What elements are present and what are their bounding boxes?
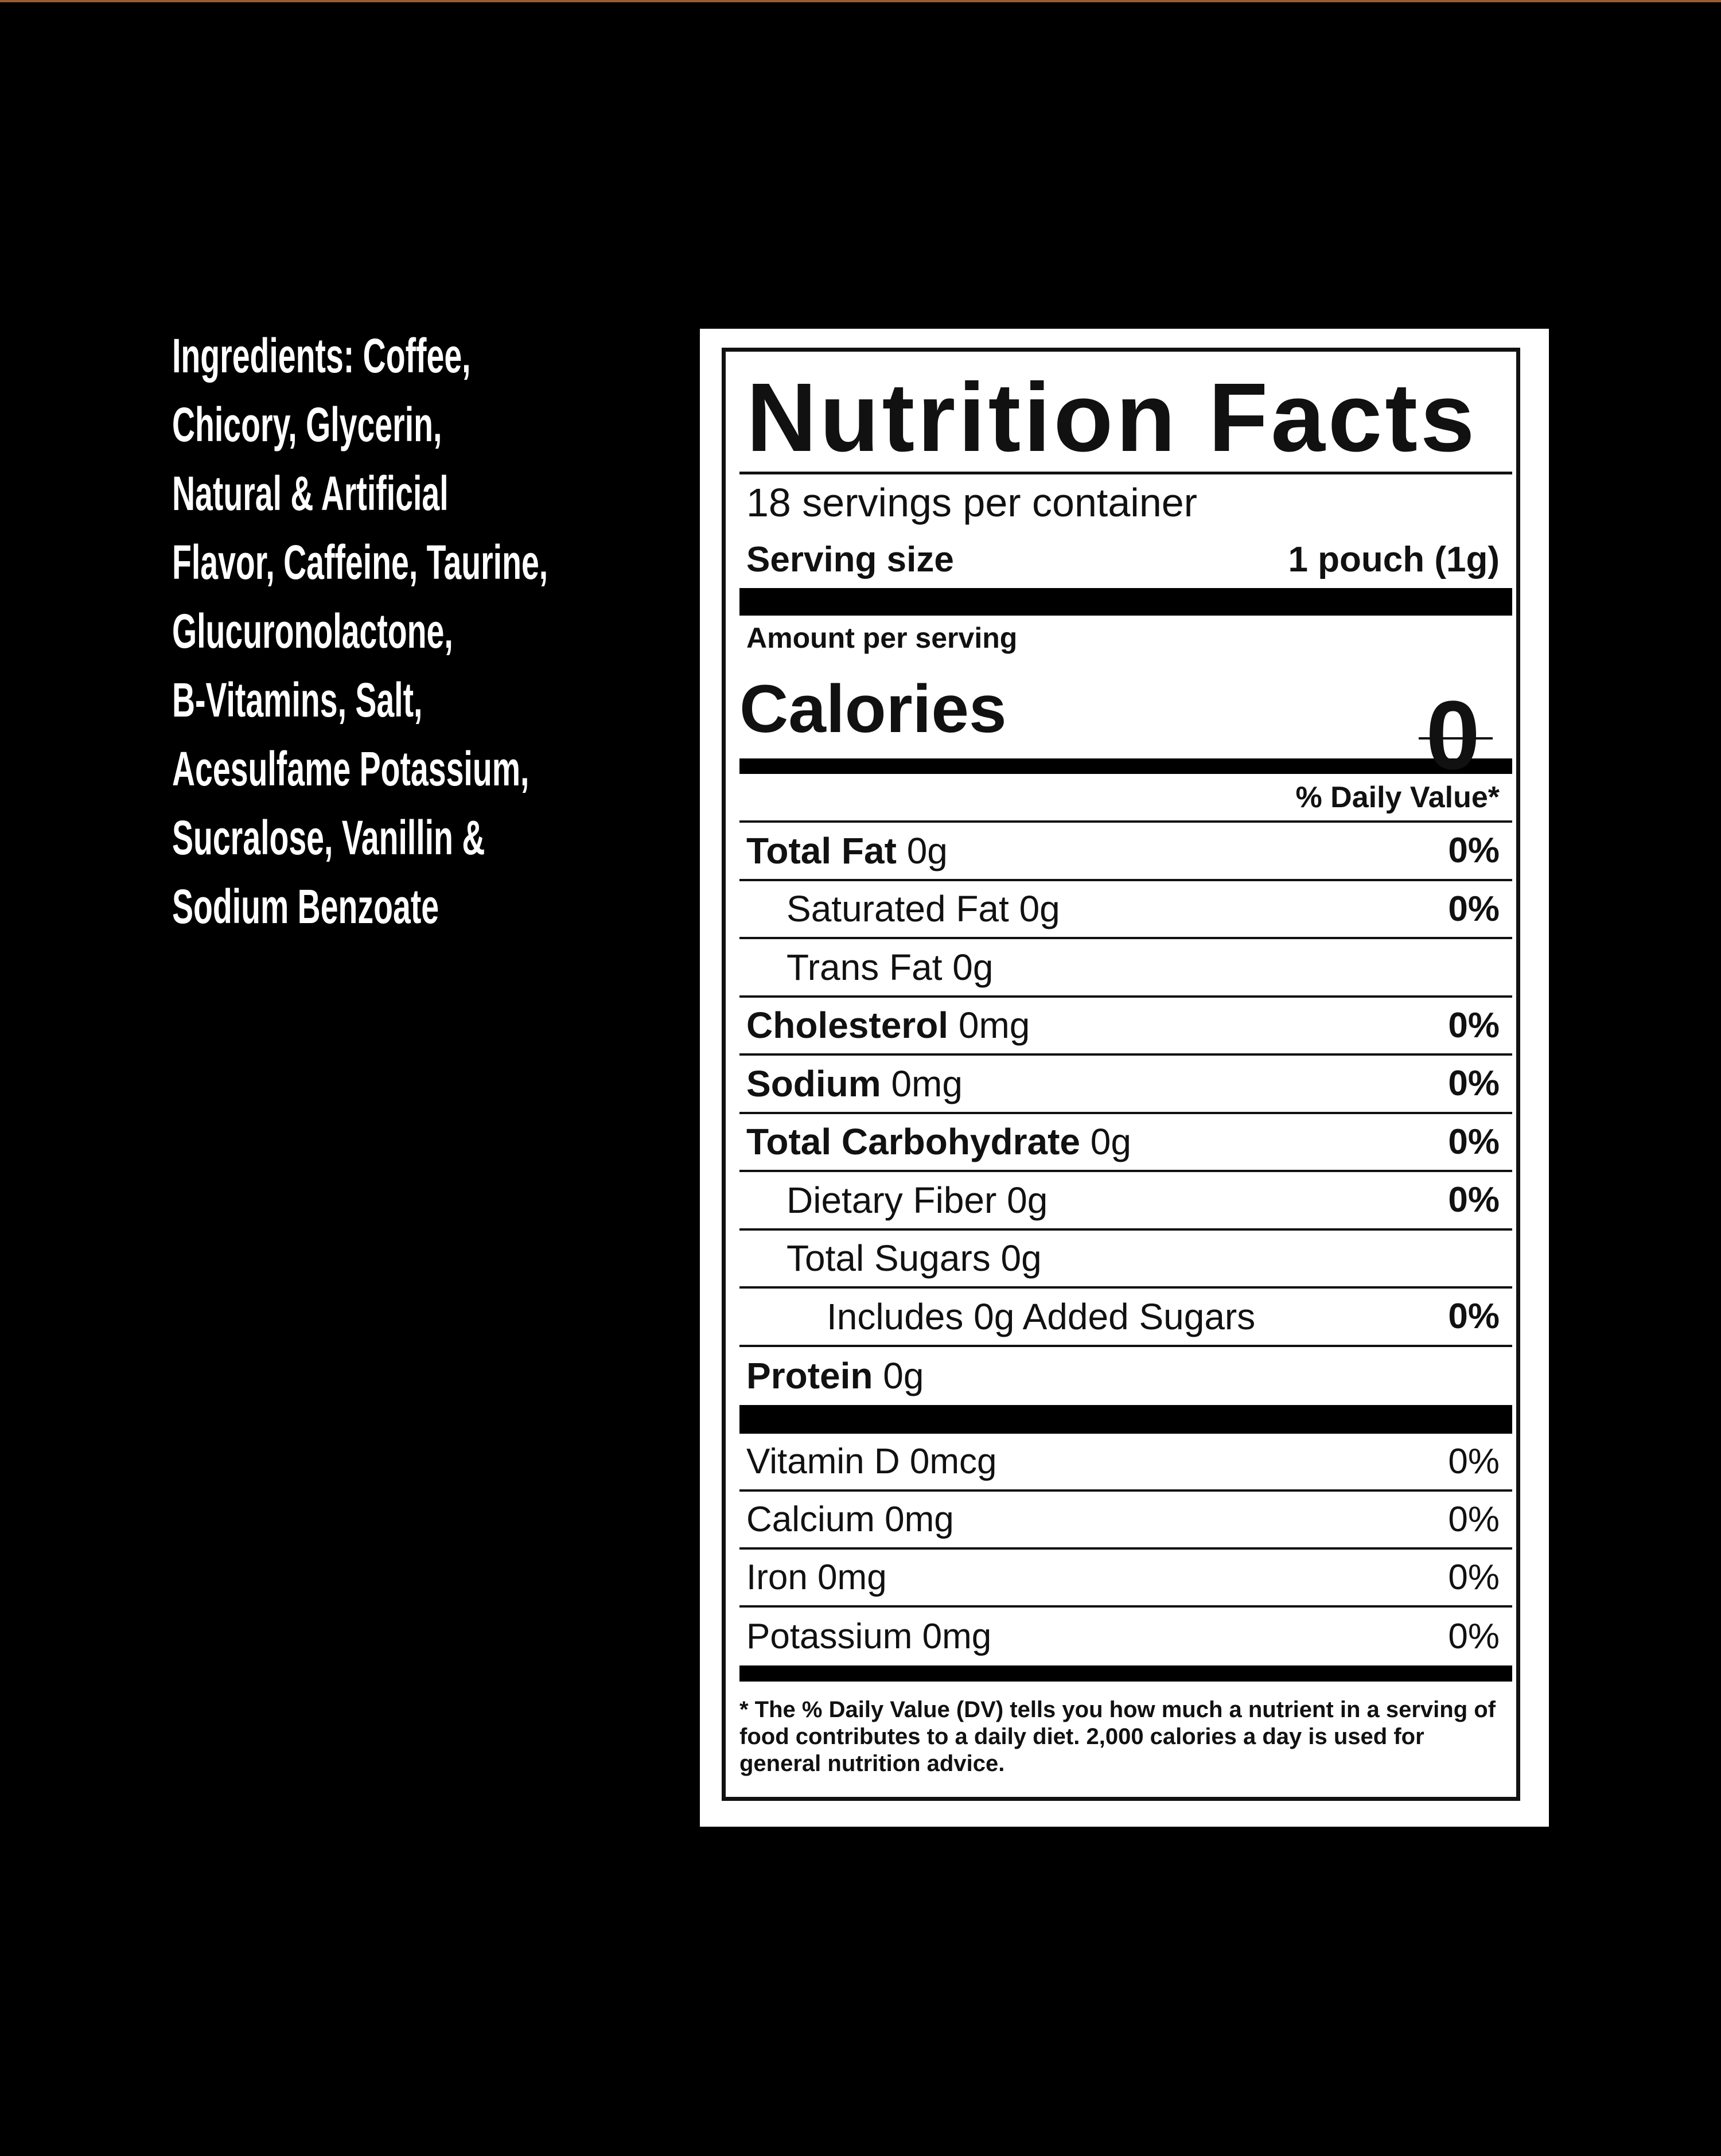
nutrient-row-dietary-fiber: Dietary Fiber 0g 0% [739, 1172, 1512, 1231]
nutrient-row-protein: Protein 0g [739, 1347, 1512, 1406]
nutrient-amount: 0g [952, 946, 994, 988]
ingredients-line: Sucralose, Vanillin & [172, 811, 485, 865]
serving-size-label: Serving size [746, 539, 954, 579]
nutrient-amount: 0g [1090, 1121, 1131, 1163]
vitamin-name: Vitamin D 0mcg [746, 1442, 997, 1481]
serving-size-row: Serving size 1 pouch (1g) [739, 531, 1512, 588]
vitamin-name: Potassium 0mg [746, 1617, 992, 1656]
nutrient-row-added-sugars: Includes 0g Added Sugars 0% [739, 1289, 1512, 1347]
nutrient-dv: 0% [1448, 831, 1500, 871]
vitamin-dv: 0% [1448, 1558, 1500, 1597]
ingredients-line: Acesulfame Potassium, [172, 742, 529, 796]
divider [739, 820, 1512, 823]
nutrient-name: Includes 0g Added Sugars [827, 1295, 1256, 1337]
serving-size-value: 1 pouch (1g) [1288, 539, 1500, 579]
nutrition-facts-label: Nutrition Facts 18 servings per containe… [700, 329, 1549, 1827]
label-title: Nutrition Facts [746, 363, 1478, 472]
ingredients-line: Flavor, Caffeine, Taurine, [172, 535, 548, 589]
nutrient-name: Total Fat [746, 830, 897, 871]
vitamin-name: Iron 0mg [746, 1558, 887, 1597]
ingredients-list: Ingredients: Coffee, Chicory, Glycerin, … [172, 321, 589, 941]
nutrient-amount: 0mg [958, 1005, 1030, 1046]
nutrient-row-total-carbohydrate: Total Carbohydrate 0g 0% [739, 1114, 1512, 1172]
vitamin-dv: 0% [1448, 1442, 1500, 1481]
nutrient-amount: 0g [883, 1355, 924, 1397]
vitamin-dv: 0% [1448, 1617, 1500, 1656]
amount-per-serving: Amount per serving [746, 621, 1018, 654]
ingredients-line: Chicory, Glycerin, [172, 398, 442, 452]
nutrient-name: Total Carbohydrate [746, 1121, 1080, 1163]
daily-value-header: % Daily Value* [1295, 780, 1500, 814]
nutrient-dv: 0% [1448, 1180, 1500, 1220]
calories-row: Calories 0 [739, 660, 1512, 790]
nutrient-row-total-fat: Total Fat 0g 0% [739, 823, 1512, 881]
footnote: * The % Daily Value (DV) tells you how m… [739, 1697, 1496, 1776]
nutrient-name: Cholesterol [746, 1005, 949, 1046]
medium-divider [739, 1665, 1512, 1682]
nutrient-amount: 0g [1000, 1237, 1042, 1279]
nutrient-name: Saturated Fat [786, 888, 1009, 930]
thick-divider [739, 588, 1512, 616]
vitamin-name: Calcium 0mg [746, 1500, 954, 1539]
ingredients-line: B-Vitamins, Salt, [172, 673, 423, 727]
nutrient-dv: 0% [1448, 1122, 1500, 1162]
ingredients-line: Glucuronolactone, [172, 604, 453, 658]
vitamin-row-vitamin-d: Vitamin D 0mcg 0% [739, 1434, 1512, 1492]
vitamin-row-potassium: Potassium 0mg 0% [739, 1608, 1512, 1665]
medium-divider [739, 758, 1512, 774]
nutrient-dv: 0% [1448, 889, 1500, 929]
ingredients-line: Sodium Benzoate [172, 879, 439, 933]
vitamin-row-calcium: Calcium 0mg 0% [739, 1492, 1512, 1550]
nutrient-name: Total Sugars [786, 1237, 991, 1279]
calories-value: 0 [1419, 679, 1493, 790]
nutrient-row-cholesterol: Cholesterol 0mg 0% [739, 998, 1512, 1056]
calories-label: Calories [739, 671, 1007, 747]
nutrient-amount: 0mg [891, 1063, 963, 1104]
nutrient-dv: 0% [1448, 1297, 1500, 1337]
nutrient-dv: 0% [1448, 1064, 1500, 1104]
top-accent-line [0, 0, 1721, 2]
nutrient-name: Trans Fat [786, 946, 943, 988]
vitamin-dv: 0% [1448, 1500, 1500, 1539]
nutrient-row-trans-fat: Trans Fat 0g [739, 939, 1512, 998]
nutrient-amount: 0g [1007, 1179, 1048, 1221]
ingredients-line: Ingredients: Coffee, [172, 329, 471, 383]
nutrient-amount: 0g [906, 830, 948, 871]
ingredients-line: Natural & Artificial [172, 466, 449, 520]
nutrient-name: Dietary Fiber [786, 1179, 997, 1221]
thick-divider [739, 1405, 1512, 1434]
nutrient-amount: 0g [1019, 888, 1060, 930]
nutrient-row-sodium: Sodium 0mg 0% [739, 1056, 1512, 1114]
nutrient-name: Sodium [746, 1063, 881, 1104]
divider [739, 472, 1512, 474]
nutrient-row-total-sugars: Total Sugars 0g [739, 1231, 1512, 1289]
vitamin-row-iron: Iron 0mg 0% [739, 1550, 1512, 1608]
nutrient-dv: 0% [1448, 1005, 1500, 1045]
nutrient-name: Protein [746, 1355, 873, 1397]
label-content: Nutrition Facts 18 servings per containe… [739, 352, 1512, 1777]
servings-per-container: 18 servings per container [746, 480, 1197, 525]
label-border: Nutrition Facts 18 servings per containe… [722, 348, 1520, 1801]
nutrient-row-saturated-fat: Saturated Fat 0g 0% [739, 881, 1512, 939]
